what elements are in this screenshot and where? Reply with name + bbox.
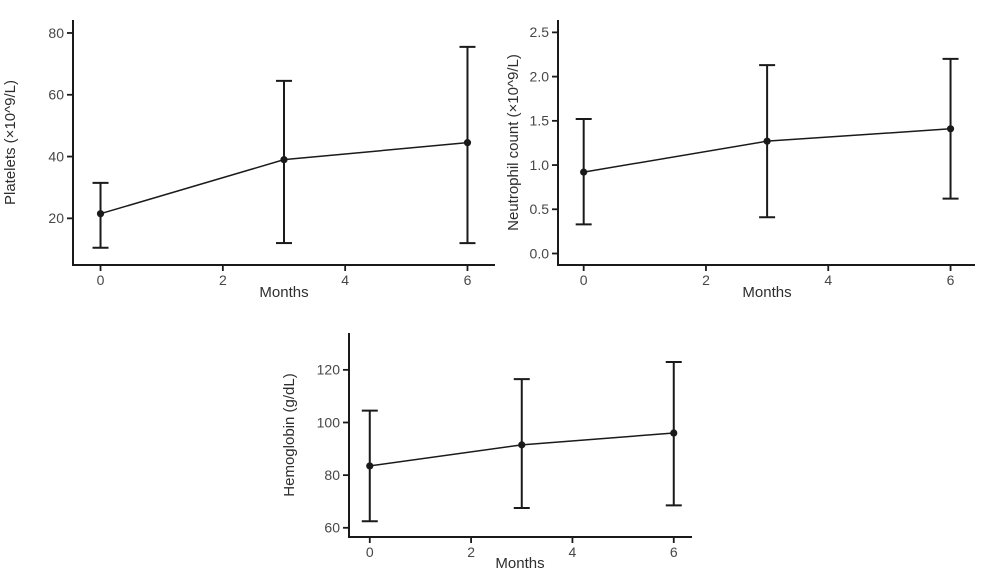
y-tick-label: 1.0	[530, 157, 550, 173]
platelets-x-axis-title: Months	[259, 284, 308, 301]
y-tick-label: 0.0	[530, 245, 550, 261]
y-tick-label: 40	[48, 148, 64, 164]
y-tick-label: 80	[48, 25, 64, 41]
x-tick-label: 0	[580, 272, 588, 288]
neutrophil-plot: Neutrophil count (×10^9/L) Months 0 2 4 6 0.…	[505, 20, 975, 301]
x-tick-label: 4	[569, 544, 577, 560]
platelets-chart: Platelets (×10^9/L) Months 0 2 4 6 20 40 60 80	[0, 0, 500, 310]
x-tick-label: 0	[97, 272, 105, 288]
neutrophil-x-axis-title: Months	[742, 284, 791, 301]
hemoglobin-chart: Hemoglobin (g/dL) Months 0 2 4 6 60 80 100 120	[280, 300, 730, 582]
y-tick-label: 0.5	[530, 201, 550, 217]
x-tick-label: 6	[464, 272, 472, 288]
data-point	[946, 125, 955, 133]
x-tick-label: 6	[670, 544, 678, 560]
neutrophil-y-axis-title: Neutrophil count (×10^9/L)	[505, 54, 522, 231]
hemoglobin-axes: 0 2 4 6 60 80 100 120	[317, 333, 692, 560]
y-tick-label: 1.5	[530, 113, 550, 129]
hemoglobin-plot: Hemoglobin (g/dL) Months 0 2 4 6 60 80 100 120	[281, 333, 692, 572]
x-tick-label: 4	[341, 272, 349, 288]
data-point	[670, 429, 678, 437]
data-point	[366, 462, 374, 470]
x-tick-label: 2	[702, 272, 710, 288]
neutrophil-axes: 0 2 4 6 0.0 0.5 1.0 1.5 2.0 2.5	[530, 20, 975, 288]
x-tick-label: 6	[947, 272, 955, 288]
data-point	[280, 156, 288, 164]
y-tick-label: 2.5	[530, 24, 550, 40]
x-tick-label: 4	[824, 272, 832, 288]
neutrophil-data-points	[580, 125, 955, 176]
data-point	[763, 137, 771, 145]
y-tick-label: 120	[317, 362, 341, 378]
x-tick-label: 2	[467, 544, 475, 560]
platelets-y-axis-title: Platelets (×10^9/L)	[2, 80, 19, 205]
hemoglobin-x-axis-title: Months	[495, 555, 544, 572]
x-tick-label: 2	[219, 272, 227, 288]
x-tick-label: 0	[366, 544, 374, 560]
y-tick-label: 2.0	[530, 68, 550, 84]
neutrophil-chart: Neutrophil count (×10^9/L) Months 0 2 4 6 0.…	[505, 0, 1005, 310]
platelets-axes: 0 2 4 6 20 40 60 80	[48, 20, 495, 288]
data-point	[463, 139, 472, 147]
y-tick-label: 100	[317, 414, 341, 430]
y-tick-label: 60	[48, 87, 64, 103]
data-point	[96, 210, 105, 218]
y-tick-label: 60	[324, 520, 340, 536]
y-tick-label: 20	[48, 210, 64, 226]
data-point	[580, 168, 588, 176]
platelets-plot: Platelets (×10^9/L) Months 0 2 4 6 20 40 60 80	[2, 20, 495, 301]
platelets-data-points	[96, 139, 472, 218]
hemoglobin-y-axis-title: Hemoglobin (g/dL)	[281, 373, 298, 496]
hemoglobin-data-points	[366, 429, 678, 470]
data-point	[518, 441, 526, 449]
y-tick-label: 80	[324, 467, 340, 483]
